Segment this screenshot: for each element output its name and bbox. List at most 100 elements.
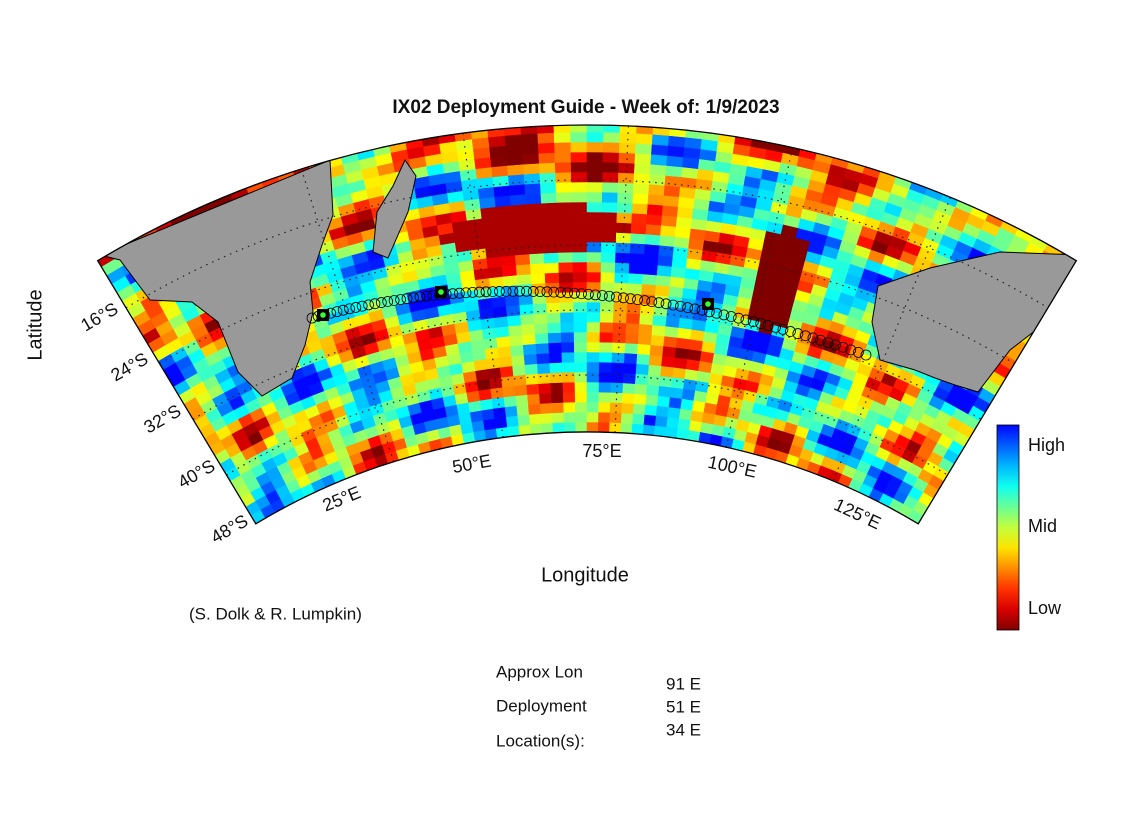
heat-cell [643,253,659,266]
deployment-label: Location(s): [496,731,585,750]
heat-cell [672,367,687,380]
heat-cell [625,332,640,345]
heat-cell [649,163,667,176]
heat-cell [660,224,677,237]
heat-cell [642,263,659,276]
track-point [382,296,394,307]
track-point [500,285,512,297]
heat-cell [570,141,588,153]
heat-cell [575,421,588,433]
heat-cell [573,321,588,333]
track-point [711,307,723,319]
heat-cell [599,321,614,333]
heat-cell [614,262,630,274]
heat-cell [648,183,666,196]
heat-cell [494,195,512,208]
track-point [860,349,872,361]
heat-cell [635,133,654,145]
heat-cell [615,252,631,264]
heat-cell [563,411,576,423]
heat-cell [599,351,613,363]
heat-cell [506,314,522,327]
heat-cell [498,234,515,247]
heat-cell [545,292,561,304]
heat-cell [537,362,551,374]
heat-cell [624,342,639,355]
heat-cell [670,266,687,279]
heat-cell [648,364,662,377]
heat-cell [665,165,683,178]
heat-cell [544,272,560,284]
heat-cell [658,244,675,257]
track-point [395,294,406,305]
heat-cell [598,381,612,393]
heat-cell [636,353,651,365]
heat-cell [483,337,498,350]
heat-cell [601,231,617,243]
heat-cell [573,301,588,313]
heat-cell [598,391,612,403]
heat-cell [516,273,532,286]
heat-cell [561,361,575,373]
heat-cell [684,136,703,150]
heat-cell [494,325,510,338]
track-point [388,295,400,306]
heat-cell [539,402,553,414]
track-point [747,316,759,328]
track-point [541,286,553,298]
heat-cell [522,343,537,356]
heat-cell [615,232,632,244]
heat-cell [600,301,615,313]
heat-cell [641,283,657,296]
heat-cell [586,401,599,413]
heat-cell [507,163,525,176]
heat-cell [552,412,565,424]
heat-cell [586,125,604,133]
heat-cell [663,335,678,348]
heat-cell [671,256,688,269]
heat-cell [586,271,602,283]
x-axis-label: Longitude [541,564,629,586]
heat-cell [637,333,653,346]
heat-cell [647,374,661,387]
heat-cell [557,241,573,253]
heat-cell [535,342,550,355]
heat-cell [575,411,588,423]
heat-cell [657,395,671,408]
heat-cell [479,398,494,411]
heat-cell [523,163,540,175]
heat-cell [490,155,508,168]
heat-cell [627,282,643,295]
heat-cell [599,311,614,323]
track-point [589,289,601,301]
track-point [822,337,834,348]
heat-cell [501,375,515,388]
heat-cell [586,411,599,423]
heat-cell [571,211,588,223]
heat-cell [574,361,588,373]
heat-cell [659,234,676,247]
heat-cell [534,322,549,335]
heat-cell [553,125,571,133]
heat-cell [503,125,522,136]
heat-cell [645,394,659,406]
heat-cell [511,354,526,367]
heat-cell [500,254,517,267]
heat-cell [504,405,518,418]
land [98,158,1077,397]
track-point [799,330,811,342]
heat-cell [651,134,670,146]
heat-cell [619,132,637,144]
heat-cell [572,261,588,273]
heat-cell [668,135,686,148]
heat-cell [586,181,603,193]
heat-cell [561,341,575,353]
heat-cell [651,144,669,156]
heat-cell [633,172,651,185]
heat-cell [574,381,588,393]
heat-cell [655,415,669,428]
heat-cell [632,403,646,415]
heat-cell [555,191,573,203]
heat-cell [571,221,588,233]
